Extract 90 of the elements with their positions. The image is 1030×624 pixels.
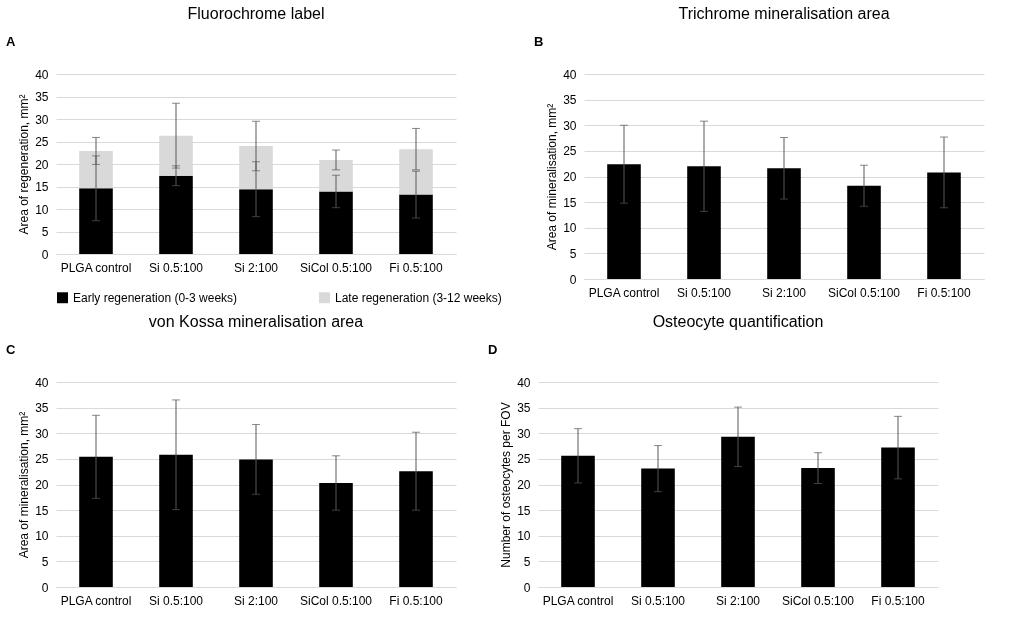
- x-tick-label: PLGA control: [60, 593, 132, 608]
- legend-label: Late regeneration (3-12 weeks): [335, 290, 502, 305]
- x-tick-label: Fi 0.5:100: [917, 285, 972, 300]
- x-tick-label: PLGA control: [60, 260, 132, 275]
- text: B: [534, 34, 544, 49]
- y-tick-label: 5: [41, 225, 49, 239]
- bar: [641, 468, 675, 587]
- y-tick-label: 25: [35, 135, 49, 149]
- bar: [847, 185, 881, 279]
- y-tick-label: 5: [569, 246, 577, 261]
- chart-title: Trichrome mineralisation area: [678, 5, 890, 22]
- y-tick-label: 35: [35, 90, 49, 104]
- x-tick-label: Si 2:100: [233, 260, 279, 275]
- y-tick-label: 15: [35, 180, 49, 194]
- y-tick-label: 40: [563, 67, 577, 82]
- y-tick-label: 0: [41, 580, 49, 595]
- x-tick-label: Si 2:100: [715, 593, 761, 608]
- bar: [319, 191, 353, 254]
- bar: [239, 459, 273, 587]
- bar: [79, 188, 113, 254]
- y-tick-label: 0: [523, 580, 531, 595]
- y-tick-label: 20: [517, 478, 531, 492]
- y-tick-label: 30: [517, 426, 531, 441]
- y-tick-label: 20: [35, 478, 49, 492]
- x-tick-label: Si 2:100: [233, 593, 279, 608]
- y-tick-label: 0: [569, 272, 577, 287]
- bar: [399, 471, 433, 587]
- text: A: [6, 34, 16, 49]
- x-tick-label: Si 2:100: [761, 285, 807, 300]
- y-tick-label: 10: [517, 529, 531, 544]
- bar: [319, 482, 353, 587]
- bar: [159, 175, 193, 254]
- x-tick-label: PLGA control: [588, 285, 660, 300]
- y-tick-label: 10: [35, 202, 49, 217]
- y-tick-label: 20: [35, 157, 49, 172]
- x-tick-label: Si 0.5:100: [148, 260, 204, 275]
- y-tick-label: 10: [563, 221, 577, 236]
- x-tick-label: Si 0.5:100: [630, 593, 686, 608]
- chart-title: Fluorochrome label: [187, 5, 325, 22]
- bar: [687, 166, 721, 279]
- x-tick-label: Si 0.5:100: [148, 593, 204, 608]
- text: C: [6, 342, 16, 357]
- x-tick-label: Fi 0.5:100: [389, 593, 444, 608]
- bar: [801, 468, 835, 587]
- bar: [721, 436, 755, 587]
- x-tick-label: SiCol 0.5:100: [299, 593, 373, 608]
- x-tick-label: Si 0.5:100: [676, 285, 732, 300]
- y-tick-label: 15: [563, 195, 577, 210]
- y-tick-label: 35: [563, 93, 577, 108]
- y-tick-label: 35: [35, 401, 49, 416]
- y-tick-label: 40: [35, 375, 49, 390]
- y-tick-label: 5: [523, 554, 531, 569]
- bar: [239, 189, 273, 254]
- bar: [607, 164, 641, 279]
- y-tick-label: 20: [563, 170, 577, 184]
- y-tick-label: 25: [517, 452, 531, 467]
- x-tick-label: Fi 0.5:100: [389, 260, 444, 275]
- text: D: [488, 342, 498, 357]
- y-tick-label: 30: [563, 118, 577, 133]
- bar: [767, 168, 801, 279]
- y-tick-label: 40: [35, 67, 49, 82]
- y-tick-label: 30: [35, 112, 49, 127]
- chart-title: von Kossa mineralisation area: [148, 313, 364, 330]
- y-axis-title: Number of osteocytes per FOV: [499, 402, 514, 568]
- x-tick-label: Fi 0.5:100: [871, 593, 926, 608]
- y-tick-label: 15: [35, 503, 49, 518]
- y-axis-title: Area of regeneration, mm²: [17, 94, 32, 235]
- y-tick-label: 10: [35, 529, 49, 544]
- y-tick-label: 30: [35, 426, 49, 441]
- x-tick-label: SiCol 0.5:100: [299, 260, 373, 275]
- y-axis-title: Area of mineralisation, mm²: [545, 103, 560, 251]
- bar: [79, 456, 113, 587]
- y-tick-label: 25: [35, 452, 49, 467]
- y-tick-label: 15: [517, 503, 531, 518]
- bar: [159, 454, 193, 587]
- bar: [561, 455, 595, 587]
- x-tick-label: PLGA control: [542, 593, 614, 608]
- chart-title: Osteocyte quantification: [652, 313, 824, 330]
- bar: [399, 194, 433, 254]
- x-tick-label: SiCol 0.5:100: [827, 285, 901, 300]
- x-tick-label: SiCol 0.5:100: [781, 593, 855, 608]
- bar: [927, 172, 961, 279]
- y-tick-label: 25: [563, 144, 577, 159]
- y-tick-label: 40: [517, 375, 531, 390]
- y-axis-title: Area of mineralisation, mm²: [17, 411, 32, 559]
- y-tick-label: 5: [41, 554, 49, 569]
- bar: [881, 447, 915, 587]
- y-tick-label: 35: [517, 401, 531, 416]
- legend-label: Early regeneration (0-3 weeks): [73, 290, 238, 305]
- y-tick-label: 0: [41, 247, 49, 262]
